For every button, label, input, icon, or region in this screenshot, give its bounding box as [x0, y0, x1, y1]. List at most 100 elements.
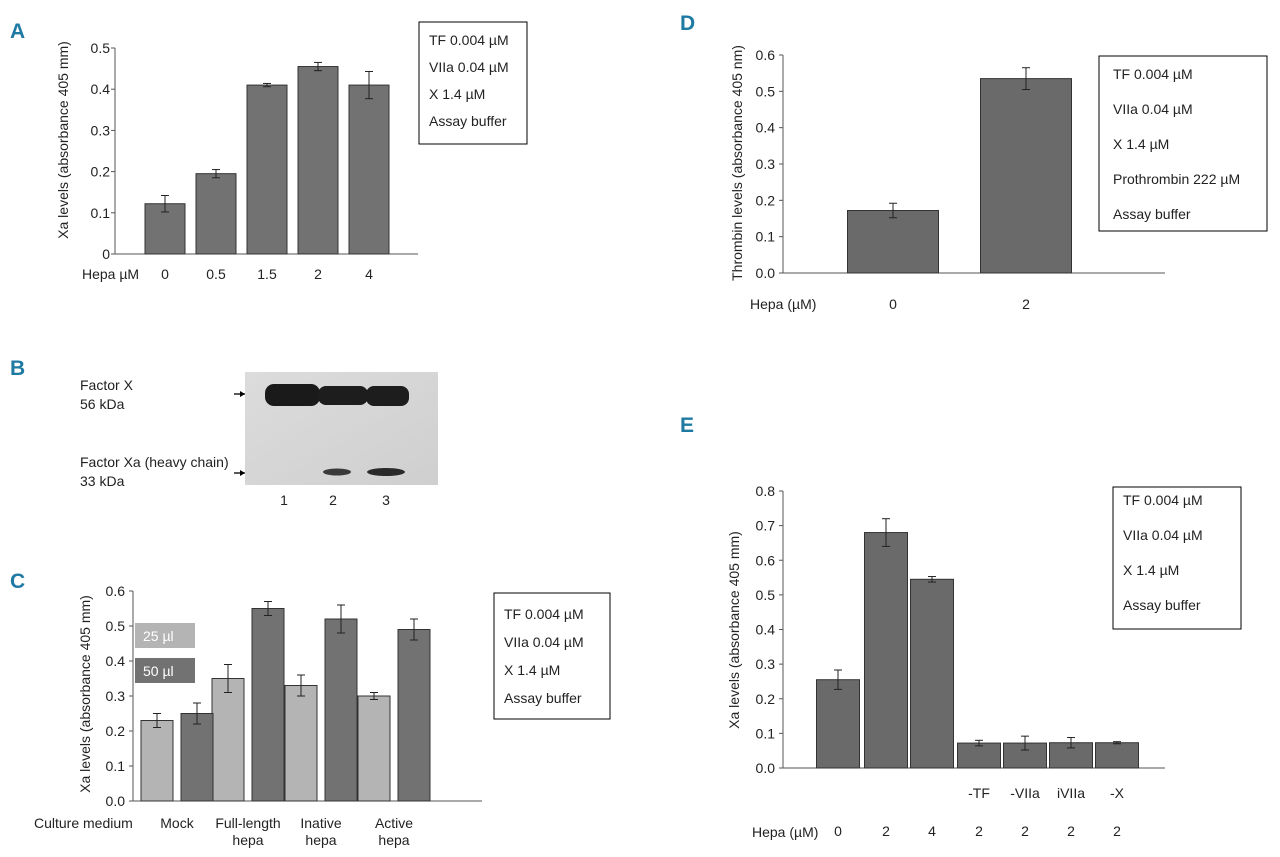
chart-c: 0.00.10.20.30.40.50.6 Mock Full-lengthhep… [34, 583, 611, 848]
chart-a-y-title: Xa levels (absorbance 405 mm) [55, 41, 71, 239]
chart-a-x-ticks: 0 0.5 1.5 2 4 [161, 266, 373, 282]
legend-entry: VIIa 0.04 µM [429, 59, 509, 75]
bar [348, 84, 390, 255]
bar [980, 78, 1072, 274]
legend-entry: X 1.4 µM [429, 86, 485, 102]
y-tick-label: 0.2 [106, 723, 126, 739]
legend-entry: Assay buffer [1113, 206, 1191, 222]
x-tick-label: 1.5 [257, 266, 277, 282]
legend-entry: X 1.4 µM [1113, 136, 1169, 152]
y-tick-label: 0.3 [91, 122, 111, 138]
blot-lane-1: 1 [280, 492, 288, 508]
chart-c-legend-box [493, 592, 611, 720]
x-tick-label: Full-length [215, 815, 280, 831]
x-condition-label: -TF [968, 785, 990, 801]
x-tick-label: 2 [975, 823, 983, 839]
blot-label-factor-xa: Factor Xa (heavy chain) [80, 454, 229, 470]
chart-a-y-axis: 0 0.1 0.2 0.3 0.4 0.5 [91, 40, 418, 262]
x-tick-label: 0 [834, 823, 842, 839]
bar [847, 210, 939, 274]
x-tick-label: hepa [378, 832, 409, 848]
chart-e-y-axis: 0.0 0.1 0.2 0.3 0.4 0.5 0.6 0.7 0.8 [756, 483, 1165, 776]
blot-band-lane2-factor-x [318, 386, 368, 405]
y-tick-label: 0.1 [91, 205, 111, 221]
chart-d-legend: TF 0.004 µM VIIa 0.04 µM X 1.4 µM Prothromb… [1113, 66, 1240, 222]
legend-entry: Prothrombin 222 µM [1113, 171, 1240, 187]
x-condition-label: -X [1110, 785, 1125, 801]
chart-c-series-swatch-50ul [135, 658, 195, 683]
chart-d-bars [847, 67, 1072, 274]
y-tick-label: 0.3 [106, 688, 126, 704]
x-tick-label: hepa [305, 832, 336, 848]
arrow-head-factor-x [240, 391, 245, 397]
chart-e-legend-box [1112, 486, 1242, 630]
x-tick-label: hepa [232, 832, 263, 848]
legend-entry: Assay buffer [1123, 597, 1201, 613]
western-blot-b: Factor X 56 kDa Factor Xa (heavy chain) … [80, 372, 438, 508]
bar [195, 173, 237, 255]
chart-e: 0.0 0.1 0.2 0.3 0.4 0.5 0.6 0.7 0.8 0 2 4 2 2 2 2 -TF -V… [726, 483, 1242, 840]
chart-d-legend-box [1098, 55, 1268, 232]
legend-entry: VIIa 0.04 µM [1123, 527, 1203, 543]
x-tick-label: 2 [1022, 296, 1030, 312]
y-tick-label: 0.2 [91, 164, 111, 180]
chart-c-y-title: Xa levels (absorbance 405 mm) [77, 595, 93, 793]
chart-d-x-prefix: Hepa (µM) [750, 296, 816, 312]
chart-e-legend: TF 0.004 µM VIIa 0.04 µM X 1.4 µM Assay buf… [1123, 492, 1203, 613]
y-tick-label: 0.5 [756, 83, 776, 99]
chart-c-series-label-50ul: 50 µl [143, 663, 174, 679]
chart-e-x-ticks: 0 2 4 2 2 2 2 -TF -VIIa iVIIa -X [834, 785, 1125, 839]
chart-c-bars [140, 601, 431, 802]
y-tick-label: 0.2 [756, 192, 776, 208]
chart-c-legend: TF 0.004 µM VIIa 0.04 µM X 1.4 µM Assay buf… [504, 606, 584, 706]
x-tick-label: 2 [882, 823, 890, 839]
y-tick-label: 0.5 [106, 618, 126, 634]
x-condition-label: iVIIa [1057, 785, 1085, 801]
bar [910, 578, 954, 769]
x-tick-label: 2 [1113, 823, 1121, 839]
x-tick-label: 0 [889, 296, 897, 312]
y-tick-label: 0.1 [756, 725, 776, 741]
chart-d-y-axis: 0.0 0.1 0.2 0.3 0.4 0.5 0.6 [756, 47, 1165, 281]
chart-e-x-prefix: Hepa (µM) [752, 824, 818, 840]
y-tick-label: 0.7 [756, 518, 776, 534]
y-tick-label: 0.3 [756, 156, 776, 172]
panel-label-a: A [10, 20, 25, 43]
y-tick-label: 0.0 [756, 265, 776, 281]
y-tick-label: 0 [102, 246, 110, 262]
blot-label-33kda: 33 kDa [80, 473, 125, 489]
chart-a-legend-box [418, 21, 528, 145]
blot-label-56kda: 56 kDa [80, 396, 125, 412]
y-tick-label: 0.2 [756, 691, 776, 707]
legend-entry: X 1.4 µM [1123, 562, 1179, 578]
blot-lane-3: 3 [382, 492, 390, 508]
y-tick-label: 0.8 [756, 483, 776, 499]
bar-50ul [180, 713, 214, 802]
bar [816, 679, 860, 769]
panel-label-d: D [680, 12, 695, 35]
bar [1095, 742, 1139, 769]
chart-e-bars [816, 518, 1139, 769]
x-tick-label: 4 [365, 266, 373, 282]
panel-label-e: E [680, 414, 694, 437]
legend-entry: Assay buffer [504, 690, 582, 706]
legend-entry: TF 0.004 µM [504, 606, 584, 622]
x-tick-label: 0.5 [206, 266, 226, 282]
bar [246, 84, 288, 255]
y-tick-label: 0.5 [91, 40, 111, 56]
bar-25ul [284, 685, 318, 802]
bar-50ul [251, 608, 285, 802]
bar-25ul [357, 695, 391, 802]
panel-label-b: B [10, 357, 25, 380]
chart-e-y-title: Xa levels (absorbance 405 mm) [726, 531, 742, 729]
chart-c-x-prefix: Culture medium [34, 815, 133, 831]
bar [297, 66, 339, 255]
chart-a-legend: TF 0.004 µM VIIa 0.04 µM X 1.4 µM Assay buf… [429, 32, 509, 129]
bar [864, 532, 908, 769]
chart-a-bars [144, 61, 390, 255]
blot-band-lane3-factor-x [366, 386, 409, 406]
legend-entry: Assay buffer [429, 113, 507, 129]
